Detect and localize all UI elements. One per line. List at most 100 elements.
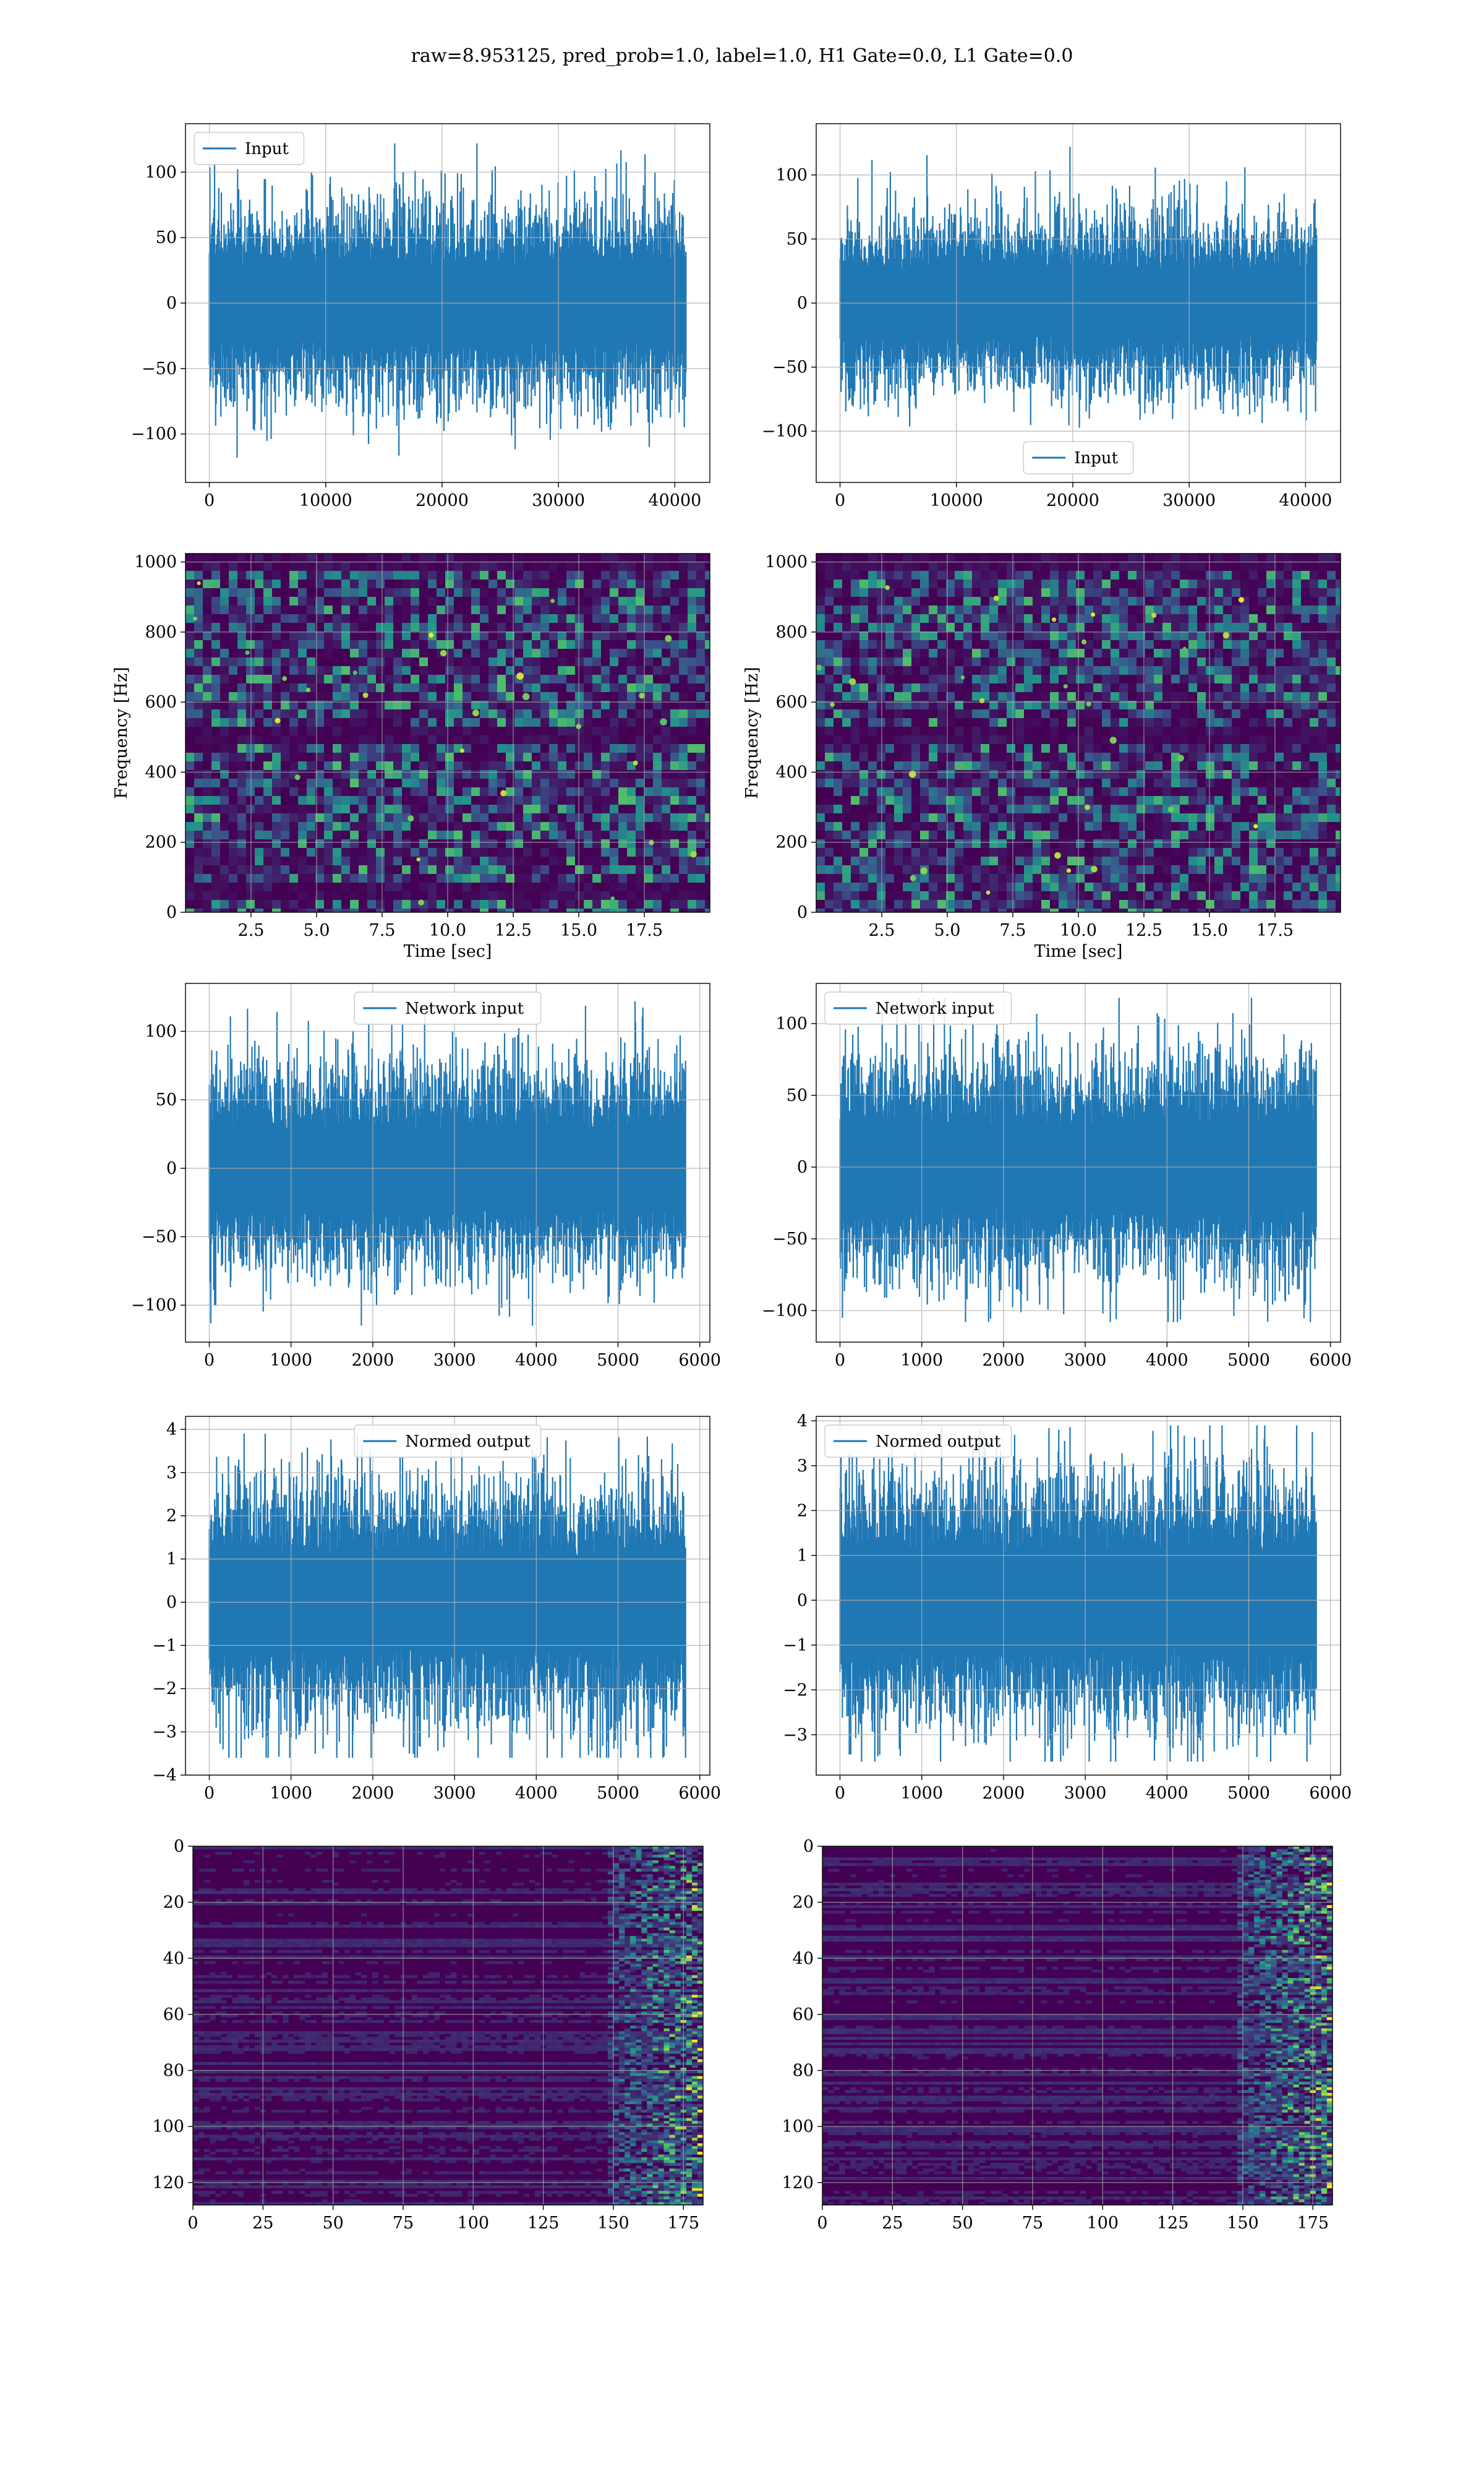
- subplot-input-l1: 0 10000 20000 30000 40000 −100 −50 0 50 100 Input: [762, 123, 1341, 510]
- network-input-h1-xtick-label: 6000: [678, 1351, 721, 1370]
- normed-output-l1-xtick-label: 6000: [1309, 1784, 1352, 1803]
- normed-output-l1-ytick-label: 3: [797, 1457, 808, 1476]
- normed-output-l1-xtick-label: 5000: [1227, 1784, 1270, 1803]
- normed-output-h1-xtick-label: 6000: [678, 1784, 721, 1803]
- input-l1-ytick-label: 100: [775, 166, 808, 185]
- feature-map-h1-ytick-label: 0: [174, 1837, 184, 1856]
- feature-map-l1-xtick-label: 175: [1297, 2214, 1329, 2233]
- input-h1-ytick-label: −50: [142, 359, 177, 379]
- normed-output-h1-grid: [186, 1416, 710, 1775]
- normed-output-h1-xtick-label: 4000: [515, 1784, 558, 1803]
- spectrogram-l1-grid: [816, 554, 1341, 912]
- spectrogram-l1-ytick-label: 0: [797, 903, 808, 922]
- input-h1-ytick-label: 100: [145, 163, 177, 182]
- network-input-h1-ytick-label: −100: [131, 1296, 177, 1315]
- feature-map-h1-xtick-label: 50: [322, 2214, 343, 2233]
- feature-map-h1-ytick-label: 40: [163, 1949, 184, 1968]
- spectrogram-l1-ytick-label: 800: [775, 623, 808, 642]
- input-h1-xtick-label: 20000: [416, 491, 469, 510]
- network-input-h1-xtick-label: 1000: [270, 1351, 312, 1370]
- input-h1-xtick-label: 0: [204, 491, 215, 510]
- normed-output-l1-ytick-label: −1: [783, 1636, 808, 1655]
- spectrogram-l1-xtick-label: 10.0: [1060, 921, 1097, 940]
- normed-output-h1-xtick-label: 3000: [433, 1784, 476, 1803]
- spectrogram-l1-ytick-label: 200: [775, 833, 808, 852]
- normed-output-l1-frame: [816, 1416, 1341, 1776]
- subplots: 0 10000 20000 30000 40000−100−50050100Input0…: [112, 123, 1352, 2233]
- network-input-l1-legend: Network input: [824, 991, 1012, 1025]
- spectrogram-l1-xlabel: Time [sec]: [1034, 942, 1123, 961]
- feature-map-h1-grid: [193, 1846, 703, 2205]
- input-l1-legend: Input: [1023, 441, 1134, 474]
- input-h1-xtick-label: 40000: [648, 491, 701, 510]
- spectrogram-h1-xtick-label: 7.5: [369, 921, 396, 940]
- spectrogram-h1-ytick-label: 0: [166, 903, 177, 922]
- spectrogram-h1-xtick-label: 10.0: [429, 921, 466, 940]
- network-input-l1-xtick-label: 3000: [1064, 1351, 1107, 1370]
- normed-output-l1-xtick-label: 0: [835, 1784, 845, 1803]
- network-input-l1-ytick-label: 50: [787, 1086, 808, 1105]
- network-input-l1-frame: [816, 983, 1341, 1343]
- normed-output-h1-xtick-label: 0: [204, 1784, 215, 1803]
- normed-output-h1-ytick-label: 4: [166, 1420, 177, 1439]
- normed-output-h1-xtick-label: 2000: [352, 1784, 394, 1803]
- feature-map-l1-cells: [822, 1846, 1333, 2205]
- feature-map-l1-frame: [822, 1846, 1333, 2206]
- normed-output-h1-frame: [185, 1416, 710, 1776]
- network-input-l1-xtick-label: 5000: [1227, 1351, 1270, 1370]
- feature-map-h1-xtick-label: 25: [252, 2214, 273, 2233]
- network-input-h1-xtick-label: 4000: [515, 1351, 558, 1370]
- normed-output-l1-xtick-label: 3000: [1064, 1784, 1107, 1803]
- feature-map-l1-xtick-label: 25: [882, 2214, 903, 2233]
- feature-map-h1-ytick-label: 120: [152, 2173, 184, 2193]
- feature-map-h1-xtick-label: 75: [393, 2214, 414, 2233]
- spectrogram-h1-ytick-label: 200: [145, 833, 177, 852]
- network-input-l1-ytick-label: 0: [797, 1158, 808, 1177]
- input-l1-xtick-label: 0: [835, 491, 845, 510]
- feature-map-h1-xtick-label: 125: [527, 2214, 560, 2233]
- input-l1-legend-box: [1023, 441, 1134, 474]
- normed-output-l1-xtick-label: 2000: [983, 1784, 1025, 1803]
- spectrogram-h1-ytick-label: 400: [145, 763, 177, 782]
- feature-map-h1-frame: [192, 1846, 704, 2206]
- normed-output-h1-legend-label: Normed output: [405, 1432, 531, 1451]
- normed-output-h1-ytick-label: −1: [152, 1636, 177, 1655]
- input-l1-grid: [816, 124, 1341, 482]
- feature-map-l1-ytick-label: 100: [782, 2117, 814, 2136]
- network-input-l1-legend-label: Network input: [876, 999, 994, 1018]
- normed-output-l1-ytick-label: 4: [797, 1411, 808, 1431]
- feature-map-h1-xtick-label: 175: [667, 2214, 699, 2233]
- input-h1-xtick-label: 30000: [532, 491, 585, 510]
- input-h1-ytick-label: 50: [156, 228, 177, 247]
- normed-output-l1-legend-box: [824, 1424, 1012, 1458]
- subplot-input-h1: 0 10000 20000 30000 40000 −100 −50 0 50 100 Input: [131, 123, 710, 510]
- normed-output-h1-ytick-label: 2: [166, 1507, 177, 1526]
- spectrogram-h1-grid: [186, 554, 710, 912]
- network-input-l1-ytick-label: −100: [762, 1301, 808, 1320]
- input-l1-ytick-label: 50: [787, 229, 808, 249]
- input-h1-grid: [186, 124, 710, 482]
- network-input-l1-xtick-label: 2000: [983, 1351, 1025, 1370]
- spectrogram-l1-ytick-label: 1000: [765, 553, 808, 572]
- normed-output-l1-ytick-label: 2: [797, 1501, 808, 1520]
- normed-output-l1-legend: Normed output: [824, 1424, 1012, 1458]
- feature-map-h1-ytick-label: 80: [163, 2061, 184, 2081]
- input-l1-xtick-label: 40000: [1279, 491, 1332, 510]
- spectrogram-l1-xtick-label: 5.0: [934, 921, 961, 940]
- network-input-h1-legend-box: [354, 991, 542, 1025]
- input-h1-ytick-label: −100: [131, 425, 177, 444]
- input-l1-xtick-label: 10000: [930, 491, 983, 510]
- subplot-normed-output-l1: 0 1000 2000 3000 4000 5000 6000 −3 −2 −1 0 1 2 3 4 Norm…: [783, 1411, 1352, 1803]
- feature-map-l1-xtick-label: 125: [1157, 2214, 1189, 2233]
- network-input-h1-grid: [186, 983, 710, 1342]
- network-input-l1-legend-box: [824, 991, 1012, 1025]
- network-input-l1-ytick-label: 100: [775, 1014, 808, 1034]
- feature-map-h1-ytick-label: 100: [152, 2117, 184, 2136]
- subplot-feature-map-l1: 0 25 50 75 100 125 150 175 0 20 40 60 80 100 120: [782, 1837, 1333, 2233]
- subplot-network-input-h1: 0 1000 2000 3000 4000 5000 6000 −100 −50 0 50 100 Ne…: [131, 983, 721, 1370]
- feature-map-l1-xtick-label: 100: [1087, 2214, 1119, 2233]
- network-input-h1-xtick-label: 3000: [433, 1351, 476, 1370]
- feature-map-h1-plot-area: [193, 1846, 703, 2205]
- spectrogram-l1-plot-area: [816, 554, 1341, 912]
- normed-output-l1-ytick-label: 0: [797, 1591, 808, 1610]
